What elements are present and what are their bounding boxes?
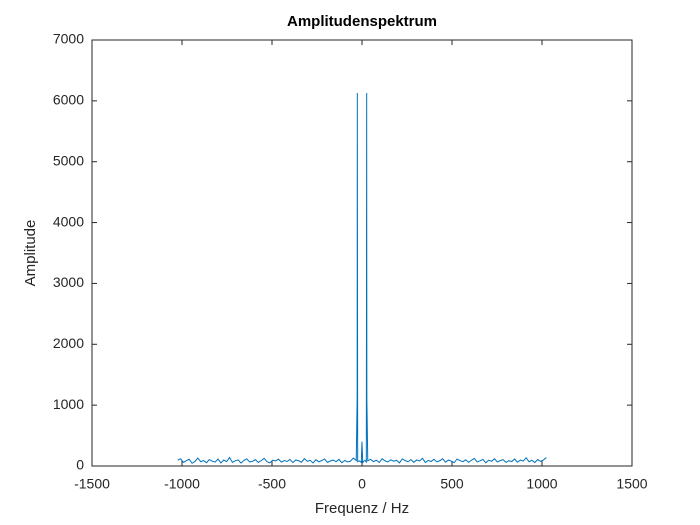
- y-tick-label: 4000: [53, 213, 84, 229]
- axes-box: [91, 39, 633, 467]
- y-tick-label: 1000: [53, 396, 84, 412]
- x-tick-label: -1000: [164, 476, 200, 492]
- x-tick-label: 0: [358, 476, 366, 492]
- spectrum-line: [177, 92, 547, 464]
- y-tick-label: 0: [76, 457, 84, 473]
- x-tick-label: 1000: [526, 476, 557, 492]
- y-tick-label: 6000: [53, 92, 84, 108]
- x-tick-label: 1500: [616, 476, 647, 492]
- y-tick-label: 5000: [53, 152, 84, 168]
- y-axis-label: Amplitude: [22, 220, 39, 287]
- x-tick-label: 500: [440, 476, 464, 492]
- chart-title: Amplitudenspektrum: [287, 13, 437, 30]
- y-tick-label: 7000: [53, 31, 84, 47]
- x-axis-label: Frequenz / Hz: [315, 500, 409, 517]
- y-tick-label: 2000: [53, 335, 84, 351]
- x-tick-label: -1500: [74, 476, 110, 492]
- y-tick-label: 3000: [53, 274, 84, 290]
- x-tick-label: -500: [258, 476, 286, 492]
